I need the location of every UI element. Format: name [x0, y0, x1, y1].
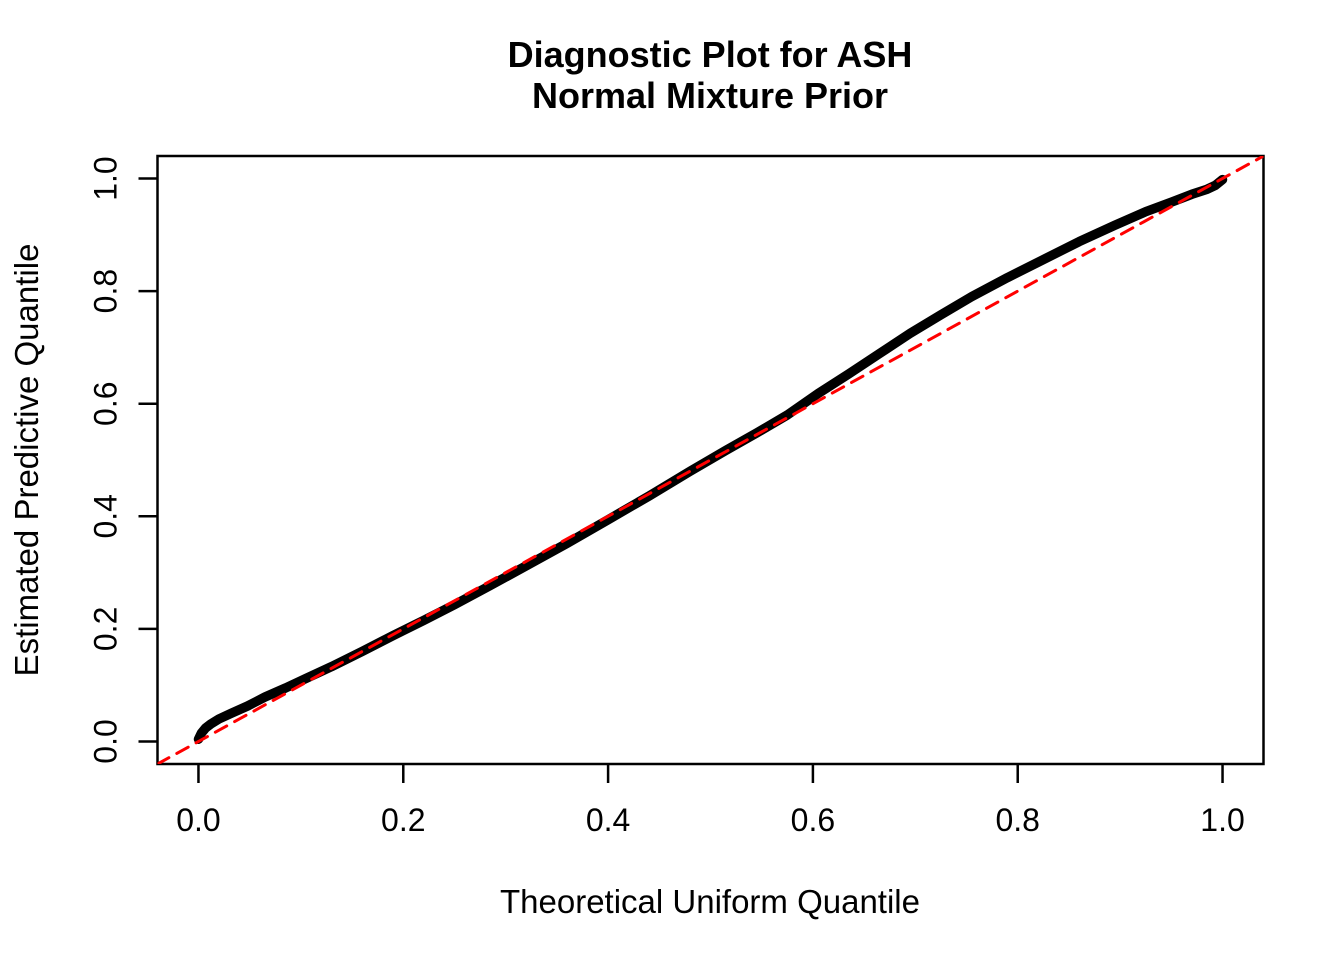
chart-title-line-2: Normal Mixture Prior	[531, 75, 889, 116]
x-tick-label: 0.8	[995, 802, 1039, 838]
plot-box	[156, 154, 1265, 766]
y-tick-label: 0.0	[88, 719, 124, 763]
x-axis-title: Theoretical Uniform Quantile	[500, 883, 920, 920]
x-axis-tick-labels: 0.0 0.2 0.4 0.6 0.8 1.0	[176, 802, 1245, 838]
x-tick-label: 0.4	[586, 802, 630, 838]
x-tick-label: 0.2	[381, 802, 425, 838]
plot-series	[157, 156, 1264, 764]
x-axis-ticks	[197, 764, 1224, 783]
identity-reference-line	[157, 156, 1264, 764]
y-tick-label: 0.6	[88, 381, 124, 425]
chart-title: Diagnostic Plot for ASH Normal Mixture P…	[157, 34, 1263, 116]
y-axis-title: Estimated Predictive Quantile	[8, 244, 45, 677]
y-tick-label: 0.4	[88, 494, 124, 538]
x-tick-label: 1.0	[1200, 802, 1244, 838]
y-tick-label: 1.0	[88, 156, 124, 200]
y-tick-label: 0.2	[88, 607, 124, 651]
chart-title-line-1: Diagnostic Plot for ASH	[507, 34, 913, 75]
y-tick-label: 0.8	[88, 269, 124, 313]
x-tick-label: 0.6	[791, 802, 835, 838]
y-axis-tick-labels: 0.0 0.2 0.4 0.6 0.8 1.0	[88, 156, 124, 763]
x-tick-label: 0.0	[176, 802, 220, 838]
y-axis-ticks	[138, 177, 158, 743]
